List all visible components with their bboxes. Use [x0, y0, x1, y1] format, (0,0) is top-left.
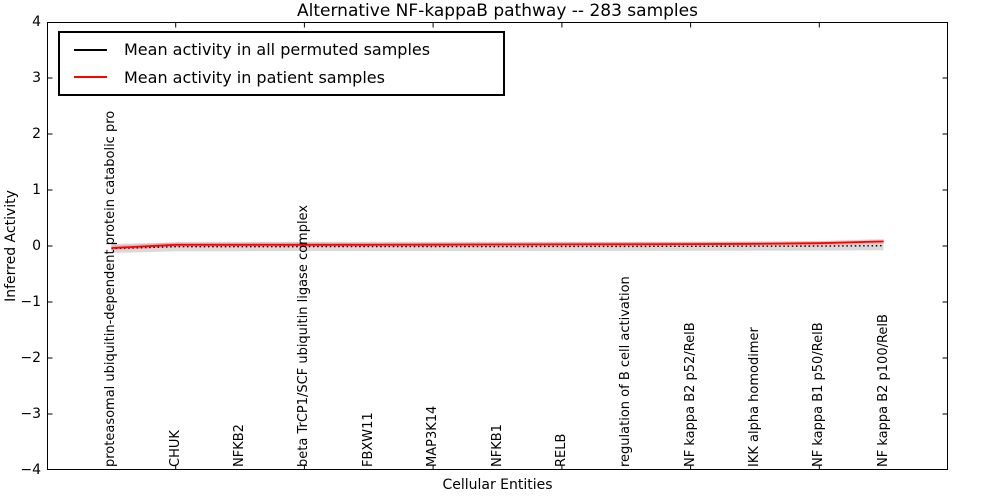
patient-mean-line	[111, 240, 884, 249]
x-axis-label: Cellular Entities	[442, 477, 553, 493]
x-category-label: NFKB1	[489, 424, 505, 467]
x-category-label: MAP3K14	[425, 405, 441, 467]
x-category-label: IKK alpha homodimer	[746, 327, 762, 467]
x-category-label: beta TrCP1/SCF ubiquitin ligase complex	[296, 204, 312, 467]
chart-canvas	[47, 22, 948, 470]
legend-label-permuted: Mean activity in all permuted samples	[124, 40, 431, 60]
x-category-label: proteasomal ubiquitin-dependent protein …	[103, 110, 119, 467]
x-category-label: NFKB2	[232, 424, 248, 467]
y-tick-label: 4	[32, 14, 41, 30]
x-category-label: CHUK	[167, 430, 183, 467]
y-tick-label: 3	[32, 70, 41, 86]
chart-title: Alternative NF-kappaB pathway -- 283 sam…	[297, 1, 698, 21]
y-tick-label: −3	[20, 406, 41, 422]
y-tick-label: −2	[20, 350, 41, 366]
permuted-line-swatch	[74, 48, 107, 51]
legend: Mean activity in all permuted samples Me…	[58, 31, 505, 96]
x-category-label: RELB	[553, 433, 569, 467]
y-tick-label: 1	[32, 182, 41, 198]
y-tick-label: 2	[32, 126, 41, 142]
x-category-label: FBXW11	[360, 412, 376, 467]
legend-label-patient: Mean activity in patient samples	[124, 67, 385, 87]
plot-area	[47, 22, 948, 470]
legend-entry-permuted: Mean activity in all permuted samples	[60, 40, 503, 59]
x-category-label: NF kappa B2 p100/RelB	[875, 314, 891, 467]
legend-entry-patient: Mean activity in patient samples	[60, 68, 503, 87]
x-category-label: regulation of B cell activation	[618, 276, 634, 467]
patient-line-swatch	[74, 76, 107, 79]
y-tick-label: −1	[20, 294, 41, 310]
permuted-mean-line	[111, 245, 884, 250]
x-category-label: NF kappa B1 p50/RelB	[811, 322, 827, 467]
y-tick-label: 0	[32, 238, 41, 254]
x-category-label: NF kappa B2 p52/RelB	[682, 322, 698, 467]
y-tick-label: −4	[20, 462, 41, 478]
